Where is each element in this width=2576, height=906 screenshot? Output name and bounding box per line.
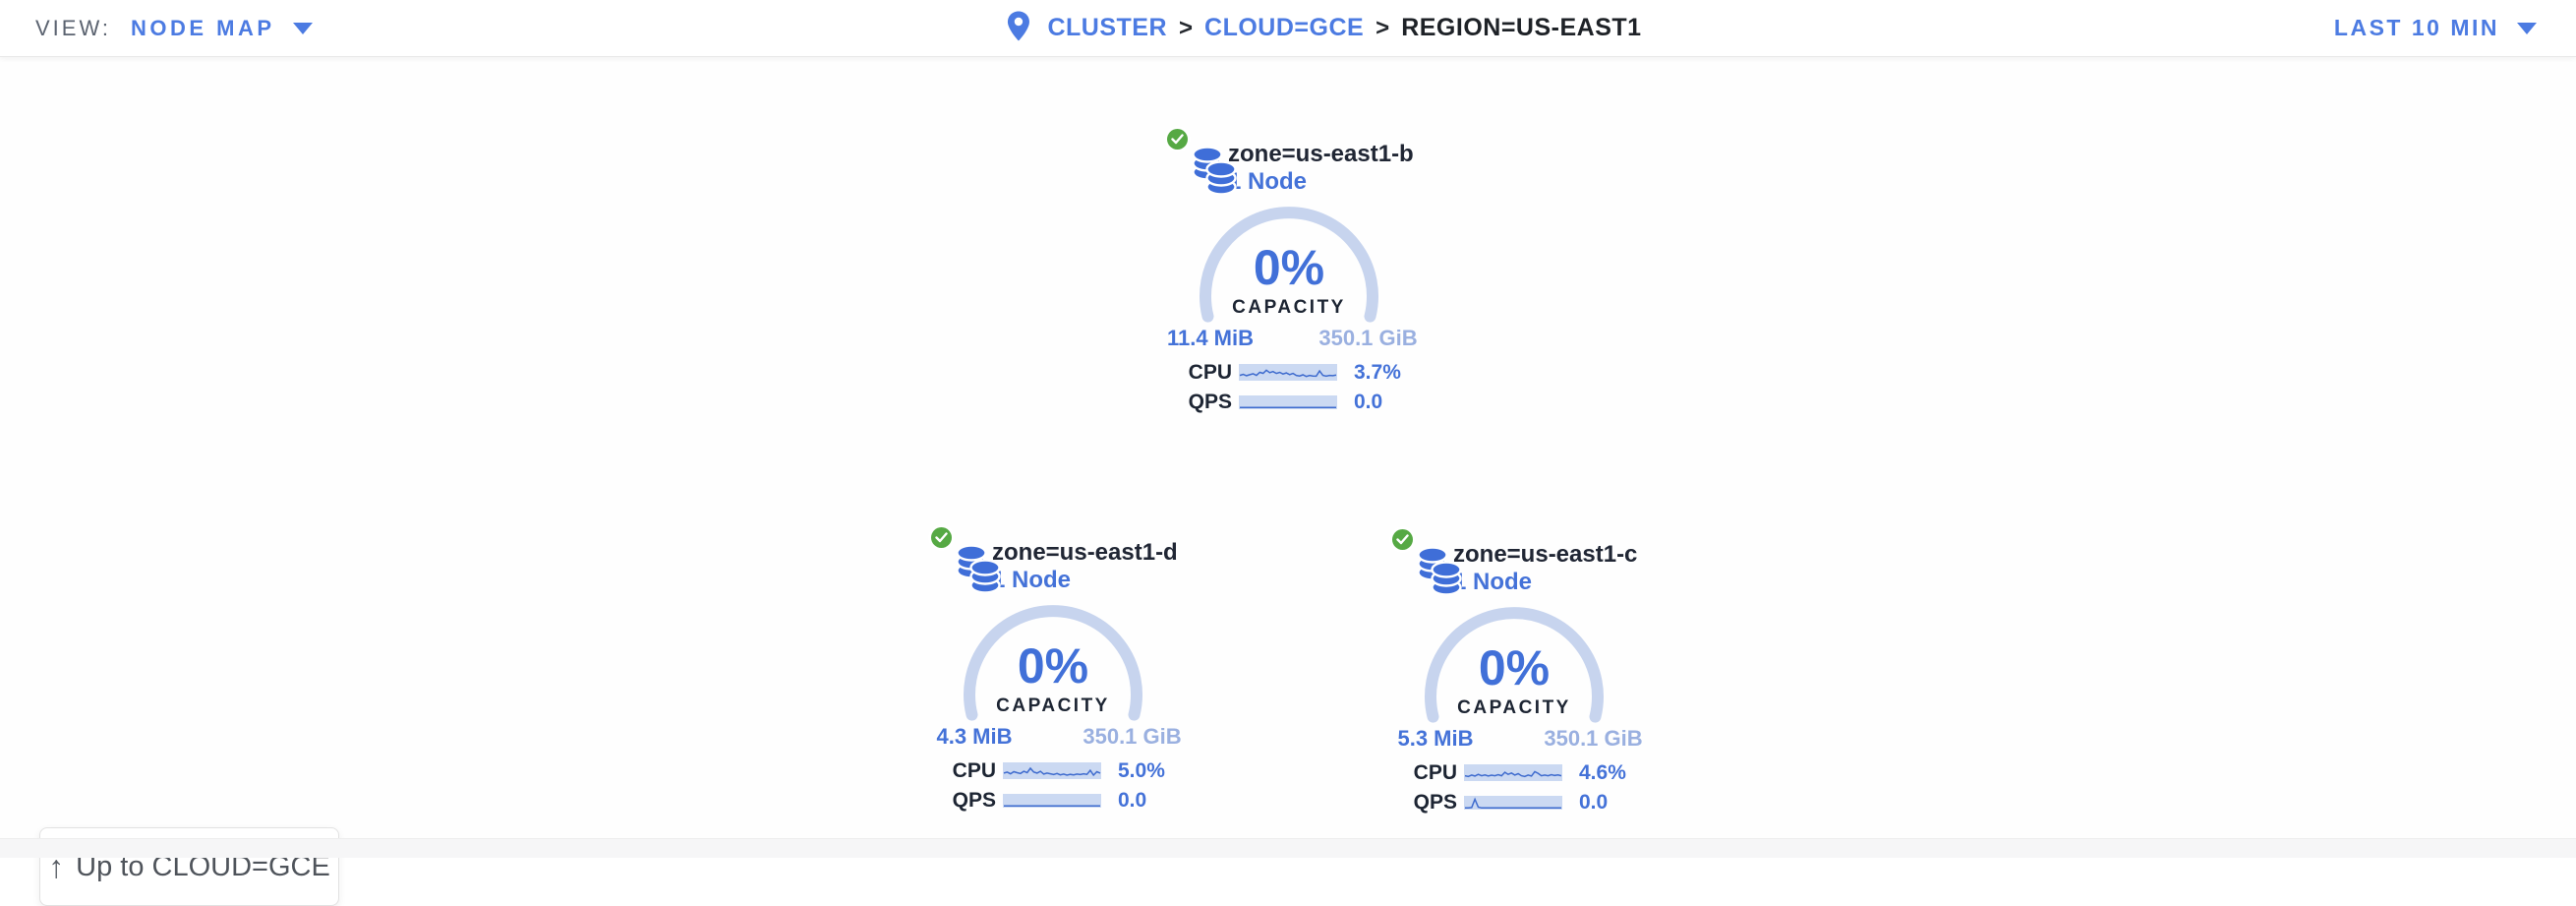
- capacity-used-value: 4.3 MiB: [936, 724, 1013, 749]
- zone-node-count[interactable]: 1 Node: [1228, 168, 1308, 195]
- qps-value: 0.0: [1118, 789, 1147, 812]
- cpu-label: CPU: [1188, 361, 1232, 384]
- capacity-label: CAPACITY: [1457, 697, 1571, 718]
- zone-node-count[interactable]: 1 Node: [1453, 569, 1533, 595]
- cpu-sparkline-chart: [1003, 762, 1101, 779]
- qps-sparkline-chart: [1239, 395, 1337, 409]
- qps-metric-row: QPS 0.0: [906, 789, 1200, 812]
- map-pin-icon: [1007, 11, 1029, 40]
- time-range-selector[interactable]: LAST 10 MIN: [2334, 0, 2537, 56]
- view-value: NODE MAP: [130, 15, 275, 40]
- qps-metric-row: QPS 0.0: [1142, 391, 1436, 413]
- capacity-percentage: 0%: [1017, 638, 1089, 694]
- zone-card-us-east1-b[interactable]: zone=us-east1-b 1 Node 0% CAPACITY 11.4 …: [1142, 121, 1436, 426]
- arrow-up-icon: ↑: [48, 849, 65, 884]
- capacity-used-value: 11.4 MiB: [1166, 326, 1255, 350]
- zone-name: zone=us-east1-c: [1453, 541, 1638, 568]
- time-range-label: LAST 10 MIN: [2333, 15, 2499, 40]
- database-stack-icon: [1192, 146, 1237, 196]
- qps-sparkline-chart: [1464, 796, 1562, 810]
- zone-name: zone=us-east1-d: [992, 539, 1178, 566]
- cpu-value: 3.7%: [1354, 361, 1401, 384]
- breadcrumb-cluster[interactable]: CLUSTER: [1047, 14, 1168, 41]
- cpu-label: CPU: [952, 759, 996, 782]
- healthy-check-icon: [1392, 529, 1413, 550]
- capacity-percentage: 0%: [1253, 240, 1325, 295]
- database-stack-icon: [1417, 546, 1462, 596]
- chevron-down-icon: [292, 22, 313, 34]
- cpu-label: CPU: [1413, 761, 1457, 784]
- qps-sparkline-chart: [1003, 794, 1101, 808]
- breadcrumb: CLUSTER > CLOUD=GCE > REGION=US-EAST1: [1005, 0, 1641, 56]
- toolbar: VIEW: NODE MAP CLUSTER > CLOUD=GCE > REG…: [0, 0, 2576, 57]
- qps-value: 0.0: [1354, 391, 1383, 413]
- cpu-sparkline-chart: [1239, 364, 1337, 381]
- zone-card-us-east1-c[interactable]: zone=us-east1-c 1 Node 0% CAPACITY 5.3 M…: [1367, 521, 1662, 826]
- qps-label: QPS: [952, 789, 996, 812]
- breadcrumb-separator: >: [1376, 14, 1390, 41]
- breadcrumb-current-region: REGION=US-EAST1: [1401, 14, 1642, 41]
- database-stack-icon: [956, 544, 1001, 594]
- qps-label: QPS: [1413, 791, 1457, 814]
- zone-card-us-east1-d[interactable]: zone=us-east1-d 1 Node 0% CAPACITY 4.3 M…: [906, 519, 1200, 824]
- qps-value: 0.0: [1579, 791, 1609, 814]
- zone-node-count[interactable]: 1 Node: [992, 567, 1072, 593]
- healthy-check-icon: [1167, 129, 1188, 150]
- capacity-used-value: 5.3 MiB: [1397, 726, 1474, 751]
- capacity-label: CAPACITY: [996, 695, 1110, 716]
- qps-label: QPS: [1188, 391, 1232, 413]
- cpu-value: 4.6%: [1579, 761, 1626, 784]
- capacity-label: CAPACITY: [1232, 297, 1346, 318]
- node-map-canvas: zone=us-east1-b 1 Node 0% CAPACITY 11.4 …: [0, 57, 2576, 906]
- qps-metric-row: QPS 0.0: [1367, 791, 1662, 814]
- capacity-total-value: 350.1 GiB: [1544, 726, 1643, 751]
- cpu-value: 5.0%: [1118, 759, 1165, 782]
- breadcrumb-cloud-gce[interactable]: CLOUD=GCE: [1204, 14, 1365, 41]
- view-label: VIEW:: [35, 15, 111, 40]
- cpu-metric-row: CPU 5.0%: [906, 759, 1200, 782]
- capacity-total-value: 350.1 GiB: [1318, 326, 1418, 350]
- healthy-check-icon: [931, 527, 952, 548]
- capacity-percentage: 0%: [1478, 640, 1551, 695]
- capacity-total-value: 350.1 GiB: [1083, 724, 1182, 749]
- cpu-metric-row: CPU 4.6%: [1367, 761, 1662, 784]
- map-bottom-edge: [0, 838, 2576, 858]
- breadcrumb-separator: >: [1179, 14, 1194, 41]
- zone-name: zone=us-east1-b: [1228, 141, 1414, 167]
- cpu-sparkline-chart: [1464, 764, 1562, 781]
- cpu-metric-row: CPU 3.7%: [1142, 361, 1436, 384]
- view-selector[interactable]: VIEW: NODE MAP: [35, 0, 313, 56]
- chevron-down-icon: [2517, 22, 2537, 34]
